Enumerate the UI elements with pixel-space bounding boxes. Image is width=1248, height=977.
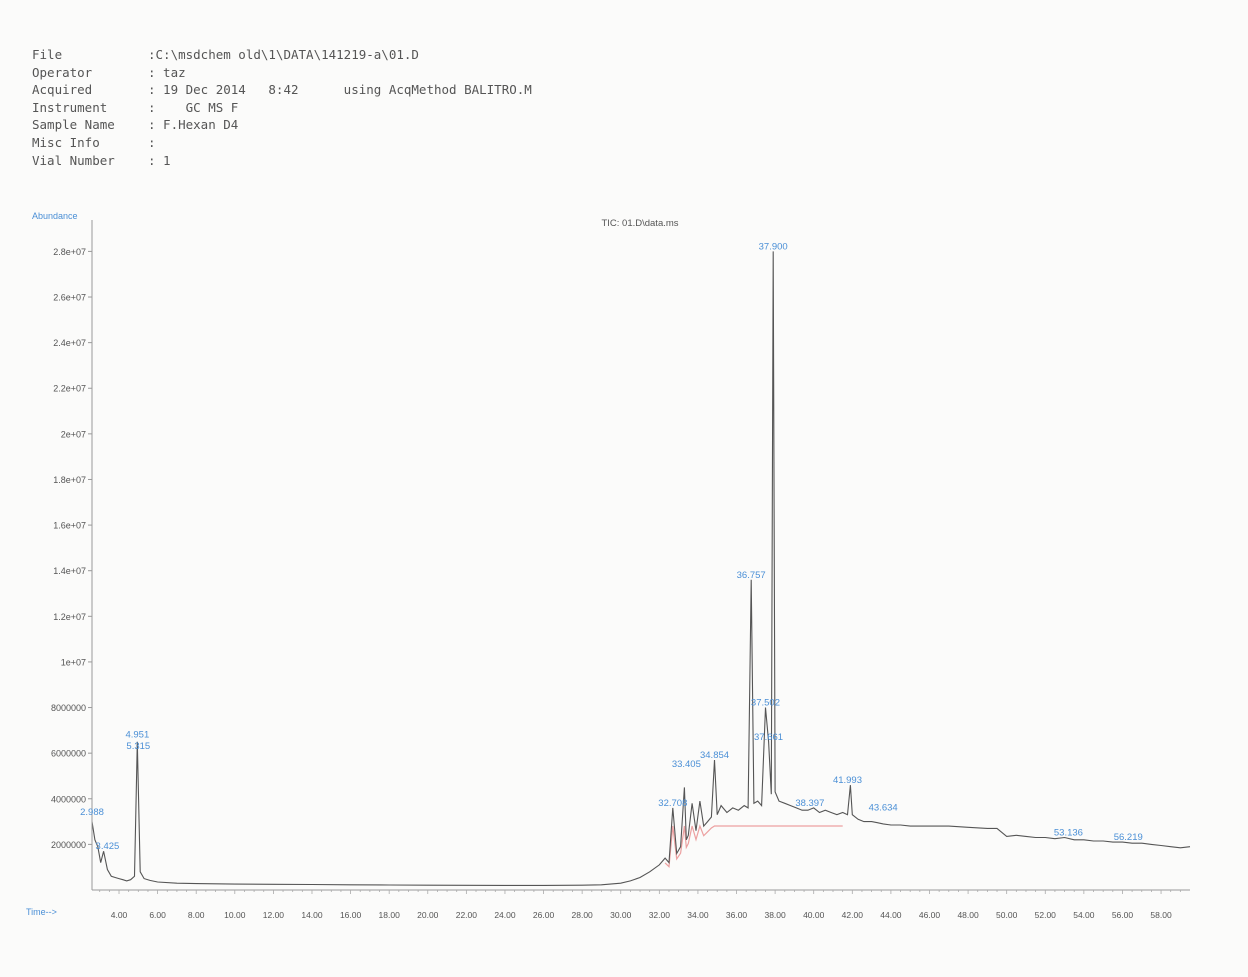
y-tick-label: 2.2e+07 (53, 384, 86, 394)
peak-label: 2.988 (80, 807, 104, 818)
peak-label: 56.219 (1114, 832, 1143, 843)
x-tick-label: 54.00 (1073, 910, 1095, 920)
y-tick-label: 4000000 (51, 794, 86, 804)
x-axis-label: Time--> (26, 907, 57, 917)
x-tick-label: 50.00 (996, 910, 1018, 920)
y-tick-label: 6000000 (51, 749, 86, 759)
header-row-misc-info: Misc Info: (32, 134, 532, 152)
x-tick-label: 46.00 (919, 910, 941, 920)
y-tick-label: 2e+07 (61, 429, 86, 439)
y-tick-label: 1.8e+07 (53, 475, 86, 485)
x-tick-label: 18.00 (379, 910, 401, 920)
header-row-instrument: Instrument : GC MS F (32, 99, 532, 117)
x-tick-label: 10.00 (224, 910, 246, 920)
peak-label: 4.951 (125, 729, 149, 740)
header-value: : 19 Dec 2014 8:42 using AcqMethod BALIT… (148, 82, 532, 98)
header-label: Acquired (32, 82, 93, 98)
x-tick-label: 42.00 (842, 910, 864, 920)
peak-label: 34.854 (700, 750, 729, 761)
x-tick-label: 34.00 (687, 910, 709, 920)
y-tick-label: 1.4e+07 (53, 566, 86, 576)
x-tick-label: 40.00 (803, 910, 825, 920)
peak-label: 38.397 (795, 798, 824, 809)
header-label: Operator (32, 64, 93, 80)
peak-label: 37.661 (754, 732, 783, 743)
x-tick-label: 12.00 (263, 910, 285, 920)
x-tick-label: 28.00 (572, 910, 594, 920)
header-row-operator: Operator : taz (32, 64, 532, 82)
y-tick-label: 2000000 (51, 840, 86, 850)
x-tick-label: 38.00 (764, 910, 786, 920)
x-axis-ticks: 4.00 6.00 8.00 10.00 12.00 14.00 16.00 18.00 20.… (99, 890, 1181, 920)
x-tick-label: 8.00 (188, 910, 205, 920)
header-row-acquired: Acquired : 19 Dec 2014 8:42 using AcqMeth… (32, 81, 532, 99)
header-value: : taz (148, 64, 186, 80)
integration-baseline (664, 824, 843, 869)
peak-label: 3.425 (96, 841, 120, 852)
x-tick-label: 36.00 (726, 910, 748, 920)
baseline-path (664, 824, 843, 869)
header-value: : 1 (148, 152, 171, 168)
header-value: : F.Hexan D4 (148, 117, 239, 133)
x-tick-label: 16.00 (340, 910, 362, 920)
header-label: Vial Number (32, 152, 115, 168)
y-tick-label: 2.6e+07 (53, 293, 86, 303)
header-row-vial-number: Vial Number : 1 (32, 152, 532, 170)
header-row-file: File :C:\msdchem old\1\DATA\141219-a\01.D (32, 46, 532, 64)
chart-title: TIC: 01.D\data.ms (601, 218, 678, 229)
x-tick-label: 14.00 (301, 910, 323, 920)
header-value: : GC MS F (148, 99, 239, 115)
peak-label: 33.405 (672, 759, 701, 770)
peak-label: 36.757 (737, 570, 766, 581)
peak-label: 41.993 (833, 775, 862, 786)
x-tick-label: 22.00 (456, 910, 478, 920)
header-value: : (148, 134, 156, 150)
peak-label: 32.708 (658, 798, 687, 809)
header-label: Sample Name (32, 117, 115, 133)
report-header: File :C:\msdchem old\1\DATA\141219-a\01.D… (32, 46, 532, 169)
peak-label: 37.900 (759, 241, 788, 252)
x-tick-label: 6.00 (149, 910, 166, 920)
header-value: :C:\msdchem old\1\DATA\141219-a\01.D (148, 47, 419, 62)
peak-label: 37.502 (751, 698, 780, 709)
x-tick-label: 26.00 (533, 910, 555, 920)
x-tick-label: 4.00 (111, 910, 128, 920)
x-tick-label: 30.00 (610, 910, 632, 920)
x-tick-label: 52.00 (1035, 910, 1057, 920)
header-row-sample-name: Sample Name : F.Hexan D4 (32, 116, 532, 134)
header-label: File (32, 47, 63, 62)
x-tick-label: 58.00 (1150, 910, 1172, 920)
x-tick-label: 48.00 (957, 910, 979, 920)
y-tick-label: 1.2e+07 (53, 612, 86, 622)
y-axis-label: Abundance (32, 211, 78, 221)
peak-label: 53.136 (1054, 828, 1083, 839)
y-tick-label: 2.8e+07 (53, 247, 86, 257)
header-label: Misc Info (32, 134, 100, 150)
tic-trace-line (91, 251, 1191, 886)
y-tick-label: 1.6e+07 (53, 521, 86, 531)
y-axis-ticks: 2000000 4000000 6000000 8000000 1e+07 1.2e+07… (51, 247, 92, 850)
x-tick-label: 56.00 (1112, 910, 1134, 920)
x-tick-label: 44.00 (880, 910, 902, 920)
x-tick-label: 20.00 (417, 910, 439, 920)
x-tick-label: 24.00 (494, 910, 516, 920)
y-tick-label: 8000000 (51, 703, 86, 713)
peak-label: 43.634 (869, 802, 898, 813)
y-tick-label: 2.4e+07 (53, 338, 86, 348)
header-label: Instrument (32, 99, 108, 115)
peak-label: 5.315 (126, 741, 150, 752)
y-tick-label: 1e+07 (61, 657, 86, 667)
x-tick-label: 32.00 (649, 910, 671, 920)
